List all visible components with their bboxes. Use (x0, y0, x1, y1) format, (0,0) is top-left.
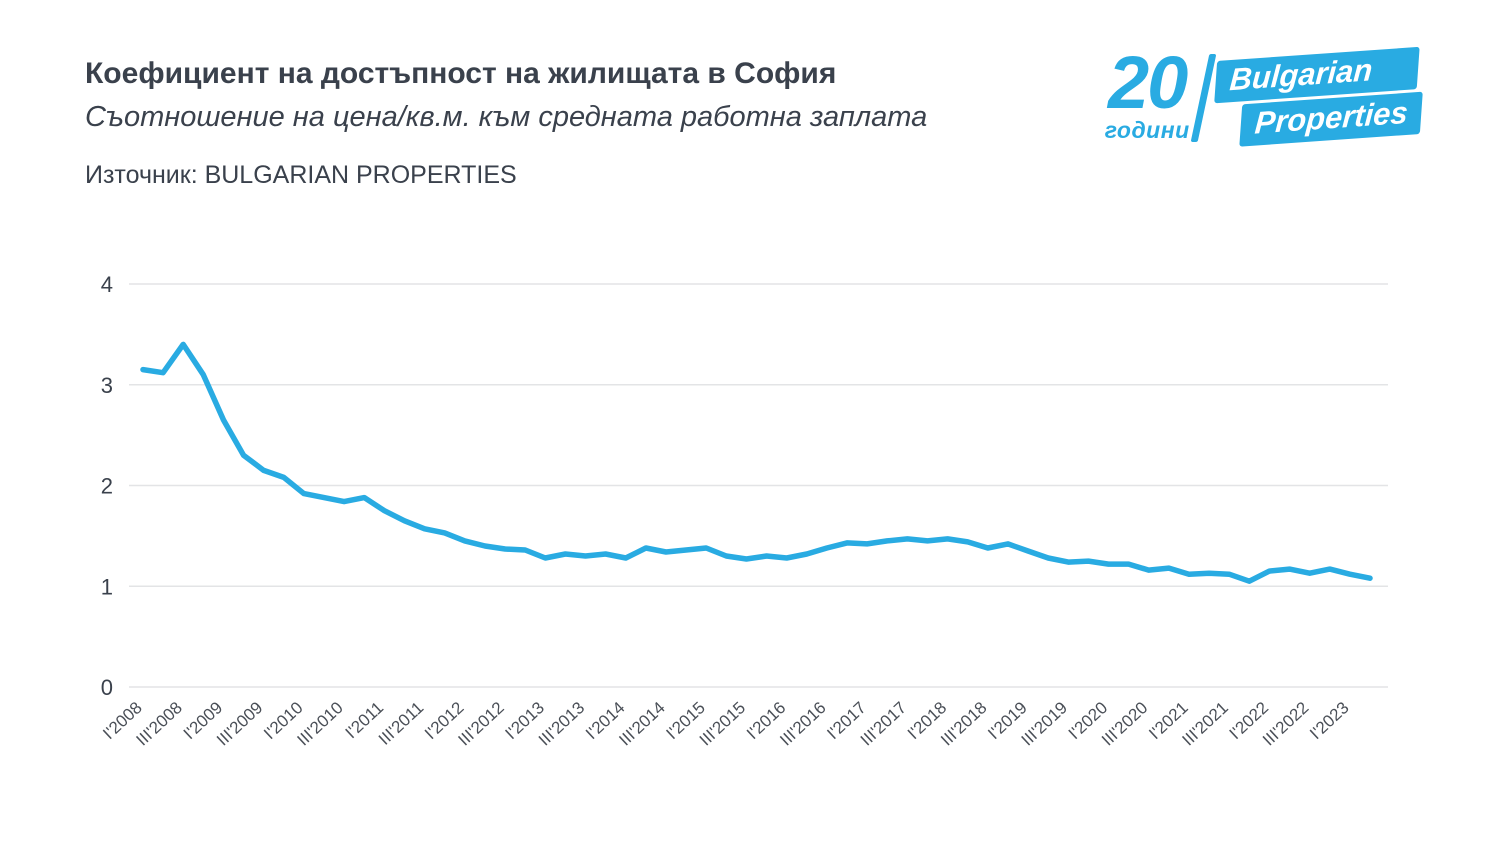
svg-text:3: 3 (101, 373, 113, 398)
svg-text:2: 2 (101, 474, 113, 499)
svg-text:III'2009: III'2009 (213, 698, 266, 750)
svg-text:I'2023: I'2023 (1306, 698, 1352, 743)
svg-text:III'2017: III'2017 (857, 698, 910, 750)
data-line-series (140, 341, 1373, 584)
chart-header: Коефициент на достъпност на жилищата в С… (85, 55, 1065, 190)
logo-20-years: 20 години (1104, 41, 1190, 144)
logo-20-number: 20 (1108, 41, 1188, 124)
bulgarian-properties-logo: 20 години Bulgarian Properties (1104, 41, 1423, 148)
svg-text:III'2011: III'2011 (375, 698, 427, 749)
svg-text:III'2016: III'2016 (776, 698, 829, 750)
affordability-line-chart[interactable]: 0 1 2 3 4 I'2008 III'2008 I'2009 III'2009 I'2010 I… (55, 250, 1455, 830)
svg-text:III'2008: III'2008 (133, 698, 186, 750)
chart-canvas[interactable]: 01234I'2008III'2008I'2009III'2009I'2010I… (55, 250, 1455, 830)
svg-text:III'2020: III'2020 (1098, 698, 1151, 750)
svg-text:III'2021: III'2021 (1179, 698, 1232, 750)
chart-title: Коефициент на достъпност на жилищата в С… (85, 57, 837, 90)
svg-text:1: 1 (101, 574, 113, 599)
logo-divider-bar (1190, 53, 1217, 142)
svg-text:III'2015: III'2015 (696, 698, 749, 750)
svg-text:III'2013: III'2013 (535, 698, 588, 750)
logo-brand-line2: Properties (1238, 92, 1423, 148)
logo-brand-name: Bulgarian Properties (1213, 47, 1423, 148)
svg-text:III'2014: III'2014 (615, 698, 668, 750)
svg-text:III'2022: III'2022 (1259, 698, 1312, 750)
svg-text:0: 0 (101, 675, 113, 700)
svg-text:III'2019: III'2019 (1018, 698, 1071, 750)
chart-source: Източник: BULGARIAN PROPERTIES (85, 160, 517, 189)
chart-subtitle: Съотношение на цена/кв.м. към средната р… (85, 100, 928, 133)
svg-text:4: 4 (101, 272, 113, 297)
svg-text:III'2012: III'2012 (454, 698, 507, 750)
svg-text:III'2010: III'2010 (293, 698, 346, 750)
logo-years-label: години (1104, 116, 1190, 143)
svg-text:III'2018: III'2018 (937, 698, 990, 750)
